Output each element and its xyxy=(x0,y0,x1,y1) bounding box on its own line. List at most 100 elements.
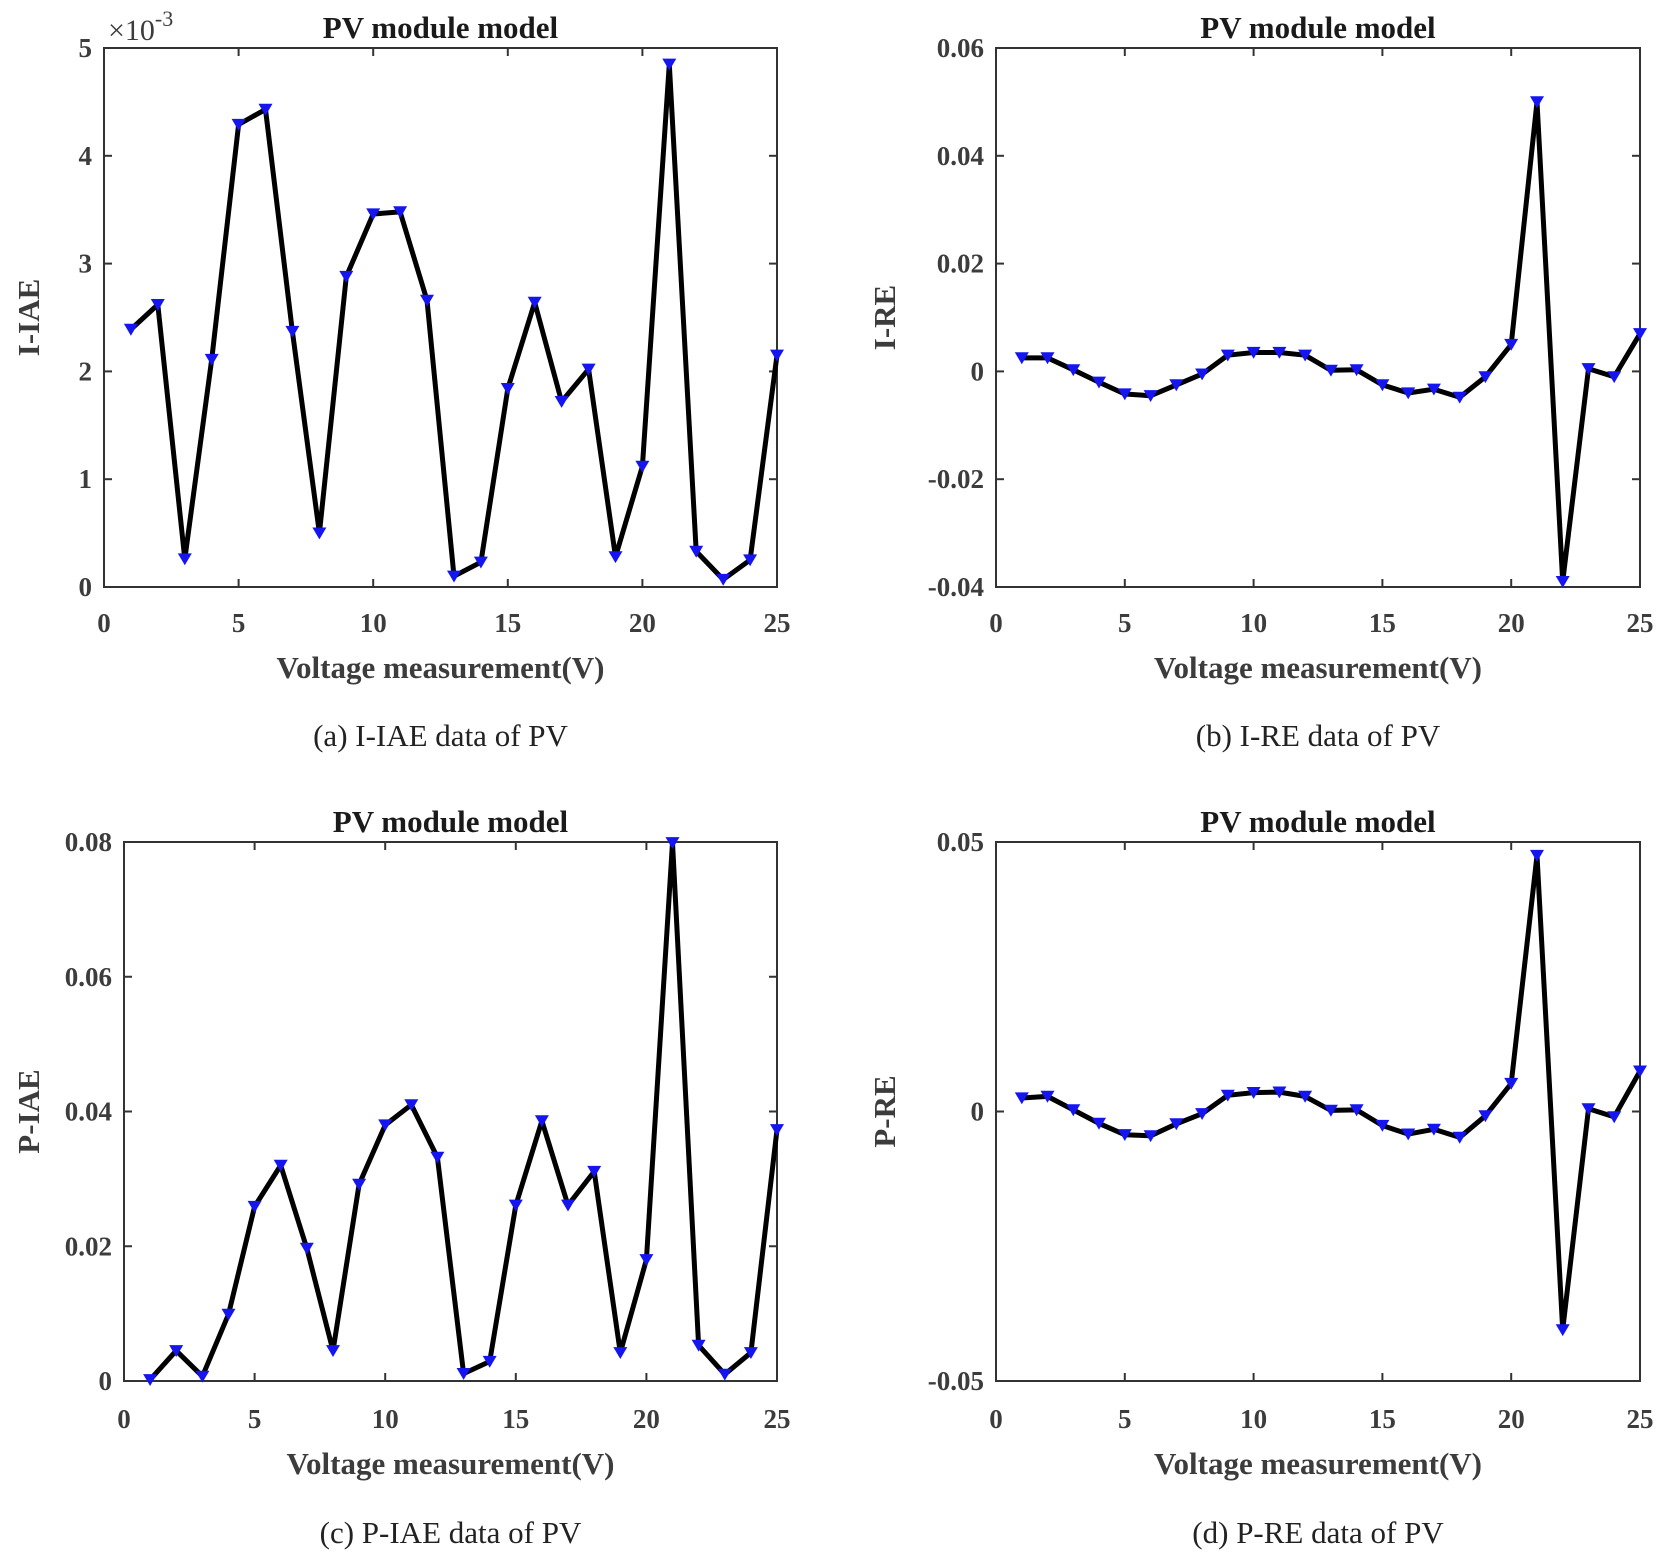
data-point-marker xyxy=(1040,1090,1055,1103)
x-tick-label: 25 xyxy=(764,1404,791,1434)
data-point-marker xyxy=(613,1347,628,1359)
series-line xyxy=(1021,99,1643,585)
y-tick-label: 0 xyxy=(971,356,985,386)
data-point-marker xyxy=(1581,363,1596,375)
data-point-marker xyxy=(534,1115,549,1128)
chart-c: PV module model 0 5 10 15 20 25 0 0.02 0.04 0.06 0.… xyxy=(11,804,790,1550)
y-tick-label: 0 xyxy=(99,1366,113,1396)
data-point-marker xyxy=(1195,1108,1210,1120)
x-tick-label: 10 xyxy=(372,1404,399,1434)
data-point-marker xyxy=(1504,338,1519,351)
data-point-marker xyxy=(273,1159,288,1172)
data-point-marker xyxy=(1530,96,1544,109)
data-point-marker xyxy=(1066,364,1081,377)
data-point-marker xyxy=(1426,383,1441,396)
y-tick-label: 1 xyxy=(79,464,93,494)
data-point-marker xyxy=(473,556,488,569)
x-tick-label: 0 xyxy=(989,1404,1003,1434)
x-tick-label: 5 xyxy=(232,608,246,638)
data-point-marker xyxy=(581,363,596,376)
x-tick-label: 15 xyxy=(494,608,521,638)
x-tick-label: 15 xyxy=(502,1404,529,1434)
data-point-marker xyxy=(1323,1104,1338,1117)
data-point-marker xyxy=(326,1345,340,1357)
x-tick-label: 15 xyxy=(1369,1404,1396,1434)
y-tick-label: 0.06 xyxy=(937,33,984,63)
data-point-marker xyxy=(743,554,758,567)
data-point-marker xyxy=(527,296,542,309)
data-point-marker xyxy=(366,208,381,221)
data-point-marker xyxy=(447,570,461,583)
data-point-marker xyxy=(482,1355,497,1368)
x-tick-label: 20 xyxy=(1498,1404,1525,1434)
data-point-marker xyxy=(1426,1123,1441,1136)
plot-frame xyxy=(995,841,1641,1382)
data-point-marker xyxy=(1040,352,1055,365)
data-point-marker xyxy=(312,527,327,540)
series-line xyxy=(129,61,780,582)
plot-frame xyxy=(995,47,1641,588)
data-point-marker xyxy=(378,1119,393,1132)
data-point-marker xyxy=(689,545,704,558)
data-point-marker xyxy=(1220,1089,1235,1102)
x-tick-label: 20 xyxy=(633,1404,660,1434)
data-point-marker xyxy=(177,553,192,566)
x-tick-label: 0 xyxy=(117,1404,131,1434)
x-axis-label: Voltage measurement(V) xyxy=(286,1446,614,1481)
chart-title: PV module model xyxy=(323,10,559,45)
x-tick-label: 25 xyxy=(1627,608,1654,638)
y-tick-label: 0.05 xyxy=(937,827,984,857)
data-point-marker xyxy=(1169,1118,1184,1131)
data-point-marker xyxy=(1401,1128,1416,1141)
data-point-marker xyxy=(500,383,515,395)
data-point-marker xyxy=(1375,1119,1390,1132)
data-point-marker xyxy=(299,1242,314,1255)
data-point-marker xyxy=(1195,368,1210,381)
series-line xyxy=(148,840,780,1382)
y-axis-label: P-IAE xyxy=(11,1069,46,1153)
data-point-marker xyxy=(1349,364,1364,377)
data-point-marker xyxy=(1117,388,1132,401)
data-point-marker xyxy=(662,58,677,71)
x-tick-label: 5 xyxy=(1118,1404,1132,1434)
x-tick-label: 10 xyxy=(360,608,387,638)
data-point-marker xyxy=(1607,371,1622,384)
data-point-marker xyxy=(508,1199,523,1212)
data-point-marker xyxy=(608,551,623,564)
y-axis-label: P-RE xyxy=(867,1075,902,1147)
y-tick-label: 0.02 xyxy=(937,249,984,279)
data-point-marker xyxy=(1246,346,1261,359)
x-tick-label: 0 xyxy=(989,608,1003,638)
data-point-marker xyxy=(561,1199,575,1212)
data-point-marker xyxy=(150,299,165,311)
data-point-marker xyxy=(339,270,354,283)
figure-caption: (a) I-IAE data of PV xyxy=(313,718,568,753)
data-point-marker xyxy=(1272,346,1287,359)
data-point-marker xyxy=(393,206,408,219)
y-tick-label: 0.06 xyxy=(65,962,112,992)
data-point-marker xyxy=(204,353,219,366)
data-point-marker xyxy=(635,460,650,473)
data-point-marker xyxy=(1117,1129,1132,1141)
plot-frame xyxy=(103,47,778,588)
data-point-marker xyxy=(1143,1130,1158,1143)
x-tick-label: 10 xyxy=(1240,1404,1267,1434)
data-point-marker xyxy=(1633,1065,1647,1078)
data-point-marker xyxy=(1581,1103,1596,1116)
y-tick-label: 0.02 xyxy=(65,1231,112,1261)
chart-title: PV module model xyxy=(1200,804,1436,839)
data-point-marker xyxy=(1092,376,1106,389)
y-tick-label: 3 xyxy=(79,249,93,279)
data-point-marker xyxy=(1504,1077,1519,1090)
data-point-marker xyxy=(456,1368,471,1380)
data-point-marker xyxy=(1014,352,1029,365)
data-point-marker xyxy=(554,396,569,408)
y-tick-label: -0.05 xyxy=(928,1366,984,1396)
x-tick-label: 15 xyxy=(1369,608,1396,638)
x-tick-label: 25 xyxy=(764,608,791,638)
x-axis-label: Voltage measurement(V) xyxy=(1154,1446,1482,1481)
data-point-marker xyxy=(1607,1111,1622,1124)
data-point-marker xyxy=(717,1368,732,1381)
data-point-marker xyxy=(1143,390,1158,402)
